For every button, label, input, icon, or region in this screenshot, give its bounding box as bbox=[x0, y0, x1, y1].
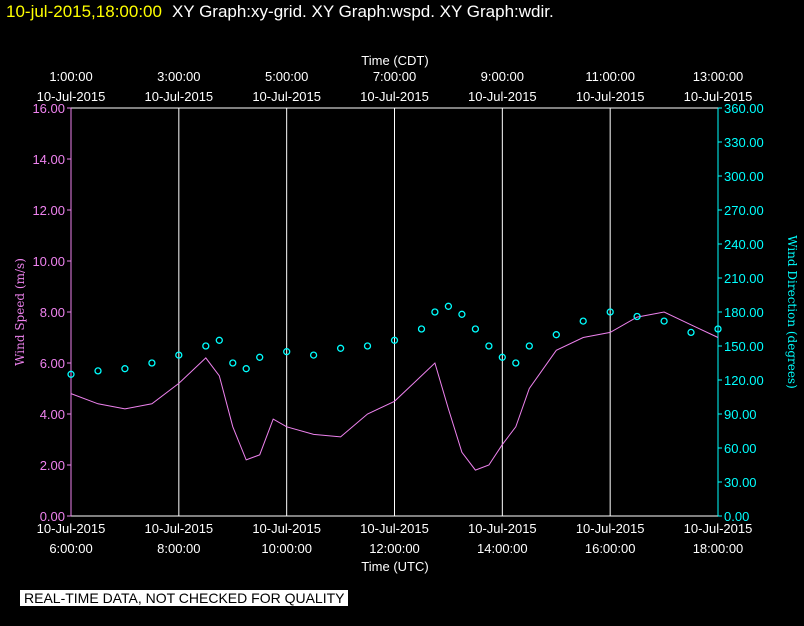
x-top-tick-date: 10-Jul-2015 bbox=[684, 89, 753, 104]
tick-layer: 1:00:00 10-Jul-2015 10-Jul-2015 6:00:00 3:00… bbox=[32, 69, 763, 556]
x-top-tick-date: 10-Jul-2015 bbox=[576, 89, 645, 104]
x-top-tick-time: 11:00:00 bbox=[585, 69, 635, 84]
x-bottom-axis-title: Time (UTC) bbox=[361, 559, 428, 574]
y-left-tick-label: 4.00 bbox=[40, 407, 65, 422]
grid-layer bbox=[70, 107, 719, 517]
x-top-tick-time: 5:00:00 bbox=[265, 69, 308, 84]
x-top-tick-time: 9:00:00 bbox=[481, 69, 524, 84]
y-left-tick-label: 0.00 bbox=[40, 509, 65, 524]
wind-direction-point bbox=[242, 365, 250, 373]
title-bar: 10-jul-2015,18:00:00 XY Graph:xy-grid. XY… bbox=[6, 2, 554, 22]
wind-direction-point bbox=[606, 308, 614, 316]
wind-direction-point bbox=[363, 342, 372, 350]
x-bottom-tick-time: 10:00:00 bbox=[261, 541, 312, 556]
y-left-tick-label: 10.00 bbox=[32, 254, 65, 269]
wind-direction-point bbox=[94, 367, 102, 375]
x-bottom-tick-time: 6:00:00 bbox=[49, 541, 92, 556]
y-right-tick-label: 300.00 bbox=[724, 169, 764, 184]
wind-direction-point bbox=[148, 359, 156, 367]
y-right-tick-label: 210.00 bbox=[724, 271, 764, 286]
wind-direction-point bbox=[660, 317, 668, 325]
y-left-tick-label: 16.00 bbox=[32, 101, 65, 116]
y-right-tick-label: 360.00 bbox=[724, 101, 764, 116]
x-top-tick-time: 1:00:00 bbox=[49, 69, 92, 84]
wind-direction-point bbox=[417, 325, 426, 333]
y-left-tick-label: 6.00 bbox=[40, 356, 65, 371]
x-top-tick-date: 10-Jul-2015 bbox=[468, 89, 537, 104]
x-top-tick-date: 10-Jul-2015 bbox=[37, 89, 106, 104]
x-bottom-tick-time: 12:00:00 bbox=[369, 541, 420, 556]
y-right-tick-label: 30.00 bbox=[724, 475, 757, 490]
x-bottom-tick-date: 10-Jul-2015 bbox=[145, 521, 214, 536]
wind-direction-point bbox=[471, 325, 480, 333]
y-left-tick-label: 14.00 bbox=[32, 152, 65, 167]
x-top-tick-date: 10-Jul-2015 bbox=[145, 89, 214, 104]
wind-direction-point bbox=[552, 331, 560, 339]
wind-speed-line bbox=[70, 311, 719, 471]
y-right-tick-label: 60.00 bbox=[724, 441, 757, 456]
wind-direction-point bbox=[579, 317, 587, 325]
timestamp-label: 10-jul-2015,18:00:00 bbox=[6, 2, 162, 21]
wind-direction-point bbox=[525, 342, 533, 350]
y-left-tick-label: 12.00 bbox=[32, 203, 65, 218]
wind-direction-point bbox=[202, 342, 210, 350]
graph-list-label: XY Graph:xy-grid. XY Graph:wspd. XY Grap… bbox=[171, 2, 554, 21]
direction-series bbox=[67, 302, 722, 378]
y-right-tick-label: 150.00 bbox=[724, 339, 764, 354]
x-bottom-tick-time: 18:00:00 bbox=[693, 541, 744, 556]
wind-direction-point bbox=[444, 302, 453, 310]
x-top-tick-time: 3:00:00 bbox=[157, 69, 200, 84]
x-top-tick-date: 10-Jul-2015 bbox=[360, 89, 429, 104]
y-right-tick-label: 0.00 bbox=[724, 509, 749, 524]
x-top-tick-time: 13:00:00 bbox=[693, 69, 744, 84]
x-bottom-tick-date: 10-Jul-2015 bbox=[360, 521, 429, 536]
x-bottom-tick-date: 10-Jul-2015 bbox=[37, 521, 106, 536]
wind-direction-point bbox=[498, 353, 506, 361]
wind-direction-point bbox=[67, 370, 75, 378]
x-bottom-tick-date: 10-Jul-2015 bbox=[468, 521, 537, 536]
x-bottom-tick-time: 14:00:00 bbox=[477, 541, 528, 556]
wind-direction-point bbox=[175, 351, 183, 359]
wind-direction-point bbox=[309, 351, 318, 359]
x-top-tick-time: 7:00:00 bbox=[373, 69, 416, 84]
wind-direction-point bbox=[687, 328, 695, 337]
x-bottom-tick-time: 16:00:00 bbox=[585, 541, 636, 556]
wind-direction-point bbox=[633, 312, 641, 321]
x-bottom-tick-date: 10-Jul-2015 bbox=[576, 521, 645, 536]
y-left-axis-title: Wind Speed (m/s) bbox=[13, 258, 27, 366]
y-right-axis-title: Wind Direction (degrees) bbox=[785, 235, 799, 389]
y-right-tick-label: 90.00 bbox=[724, 407, 757, 422]
wind-direction-point bbox=[390, 336, 399, 344]
x-bottom-tick-time: 8:00:00 bbox=[157, 541, 200, 556]
x-top-axis-title: Time (CDT) bbox=[361, 53, 428, 68]
qc-notice: REAL-TIME DATA, NOT CHECKED FOR QUALITY bbox=[20, 590, 349, 606]
wind-direction-point bbox=[458, 310, 466, 318]
wind-direction-point bbox=[512, 359, 520, 367]
y-right-tick-label: 120.00 bbox=[724, 373, 764, 388]
y-right-tick-label: 330.00 bbox=[724, 135, 764, 150]
wind-direction-point bbox=[283, 348, 291, 356]
wind-direction-point bbox=[485, 342, 493, 350]
wind-direction-point bbox=[714, 325, 722, 333]
wind-direction-point bbox=[256, 353, 264, 361]
x-bottom-tick-date: 10-Jul-2015 bbox=[252, 521, 321, 536]
wind-direction-point bbox=[215, 336, 223, 344]
x-top-tick-date: 10-Jul-2015 bbox=[252, 89, 321, 104]
y-left-tick-label: 8.00 bbox=[40, 305, 65, 320]
y-right-tick-label: 270.00 bbox=[724, 203, 764, 218]
wind-direction-point bbox=[431, 308, 439, 316]
wind-direction-point bbox=[121, 365, 129, 373]
wind-direction-point bbox=[229, 359, 237, 367]
y-left-tick-label: 2.00 bbox=[40, 458, 65, 473]
x-bottom-tick-date: 10-Jul-2015 bbox=[684, 521, 753, 536]
y-right-tick-label: 240.00 bbox=[724, 237, 764, 252]
y-right-tick-label: 180.00 bbox=[724, 305, 764, 320]
wind-direction-point bbox=[336, 344, 345, 352]
speed-series bbox=[70, 311, 719, 471]
